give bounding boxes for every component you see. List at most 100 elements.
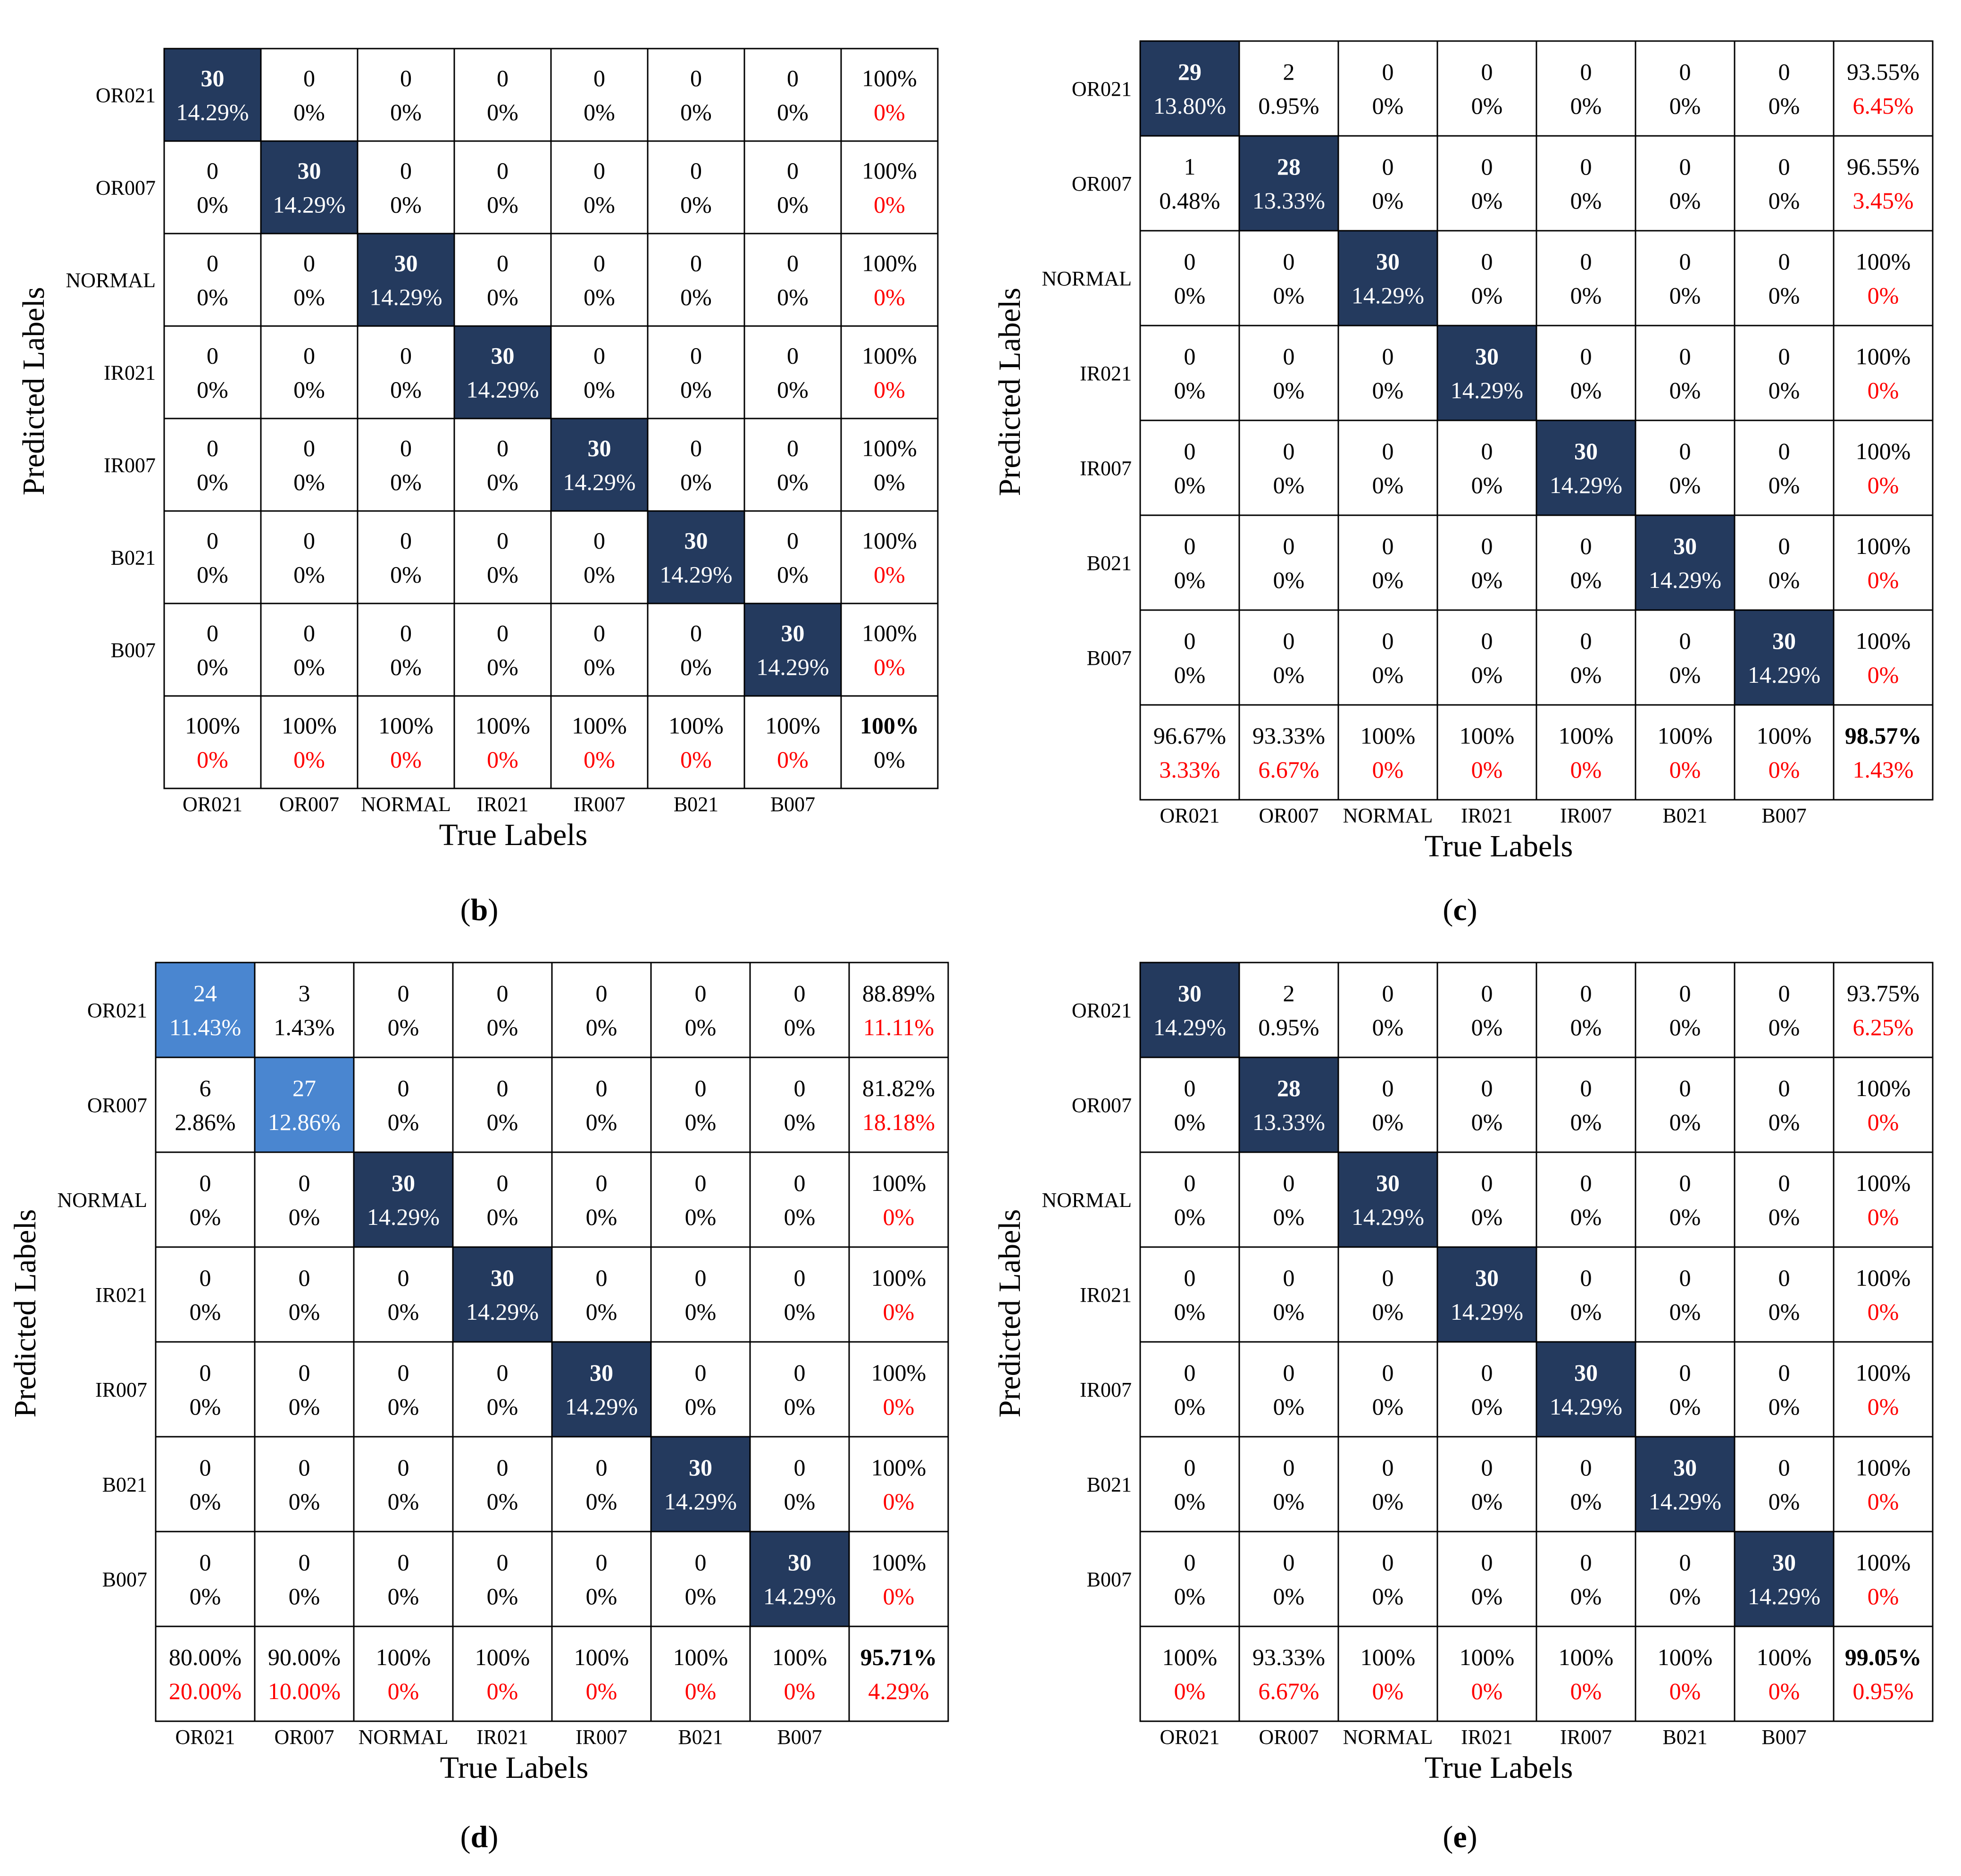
matrix-cell-r5-c1-percent: 0% bbox=[1273, 1488, 1305, 1515]
col-summary-cell-1-value: 93.33% bbox=[1252, 722, 1325, 749]
matrix-cell-r4-c4-value: 30 bbox=[1574, 1359, 1598, 1386]
matrix-cell-r1-c0-value: 1 bbox=[1184, 153, 1196, 180]
matrix-cell-r5-c6-percent: 0% bbox=[1769, 1488, 1800, 1515]
matrix-cell-r5-c5-bg bbox=[647, 510, 745, 604]
matrix-cell-r1-c6-value: 0 bbox=[787, 158, 799, 184]
matrix-cell-r1-c3-value: 0 bbox=[497, 1075, 509, 1101]
matrix-cell-r1-c4-bg bbox=[1535, 135, 1636, 232]
matrix-cell-r2-c1-percent: 0% bbox=[289, 1204, 320, 1230]
col-summary-cell-4-bg bbox=[550, 695, 649, 789]
matrix-cell-r4-c1-percent: 0% bbox=[293, 469, 325, 495]
col-summary-cell-6: 100% 0% bbox=[749, 1625, 850, 1722]
matrix-cell-r2-c2-percent: 14.29% bbox=[1352, 282, 1424, 309]
matrix-cell-r1-c5: 00% bbox=[650, 1056, 751, 1153]
panel-caption-letter: b bbox=[471, 893, 488, 927]
matrix-cell-r1-c5-percent: 0% bbox=[1669, 1109, 1701, 1135]
matrix-cell-r5-c0-value: 0 bbox=[207, 528, 218, 554]
matrix-cell-r0-c2: 00% bbox=[357, 48, 455, 142]
matrix-cell-r3-c1-percent: 0% bbox=[293, 377, 325, 403]
matrix-cell-r5-c2-value: 0 bbox=[1382, 1454, 1394, 1481]
col-summary-cell-4: 100% 0% bbox=[1535, 704, 1636, 801]
matrix-cell-r1-c3: 00% bbox=[452, 1056, 553, 1153]
col-summary-cell-0-value: 80.00% bbox=[169, 1644, 242, 1670]
matrix-cell-r4-c5-percent: 0% bbox=[1669, 1393, 1701, 1420]
matrix-cell-r1-c6: 00% bbox=[1734, 1056, 1835, 1153]
matrix-cell-r3-c3: 30 14.29% bbox=[1436, 1246, 1537, 1343]
col-summary-cell-2-value: 100% bbox=[376, 1644, 431, 1670]
matrix-cell-r5-c1-bg bbox=[1238, 514, 1339, 611]
matrix-cell-r3-c6-percent: 0% bbox=[1769, 377, 1800, 403]
matrix-cell-r0-c0-bg bbox=[1139, 962, 1240, 1058]
matrix-cell-r3-c0-value: 0 bbox=[1184, 343, 1196, 369]
matrix-cell-r1-c3-bg bbox=[1436, 135, 1537, 232]
matrix-cell-r6-c6-bg bbox=[1734, 1531, 1835, 1627]
matrix-cell-r1-c1-value: 28 bbox=[1277, 1075, 1301, 1101]
row-summary-cell-4: 100% 0% bbox=[1833, 1341, 1934, 1438]
matrix-cell-r2-c4-percent: 0% bbox=[584, 284, 615, 310]
matrix-cell-r5-c4-percent: 0% bbox=[586, 1488, 618, 1515]
matrix-cell-r4-c1-value: 0 bbox=[1283, 438, 1295, 464]
row-summary-cell-3-value: 100% bbox=[1856, 1265, 1911, 1291]
matrix-cell-r1-c6-percent: 0% bbox=[777, 192, 809, 218]
matrix-cell-r1-c1-bg bbox=[1238, 135, 1339, 232]
matrix-cell-r2-c4: 00% bbox=[1535, 1151, 1636, 1248]
matrix-cell-r6-c4-bg bbox=[551, 1531, 652, 1627]
col-summary-cell-6-bg bbox=[1734, 704, 1835, 801]
matrix-cell-r6-c5-percent: 0% bbox=[1669, 1583, 1701, 1609]
matrix-cell-r1-c3-percent: 0% bbox=[487, 192, 518, 218]
matrix-cell-r4-c1: 00% bbox=[1238, 1341, 1339, 1438]
matrix-cell-r0-c5-bg bbox=[650, 962, 751, 1058]
matrix-cell-r4-c6-bg bbox=[1734, 1341, 1835, 1438]
matrix-cell-r1-c5-bg bbox=[650, 1056, 751, 1153]
matrix-cell-r3-c5-percent: 0% bbox=[1669, 377, 1701, 403]
matrix-cell-r6-c6: 30 14.29% bbox=[1734, 1531, 1835, 1627]
matrix-cell-r6-c3-bg bbox=[452, 1531, 553, 1627]
matrix-cell-r2-c6-bg bbox=[1734, 230, 1835, 327]
matrix-cell-r3-c0-percent: 0% bbox=[190, 1298, 221, 1325]
matrix-cell-r1-c2-value: 0 bbox=[400, 158, 412, 184]
matrix-cell-r6-c6-value: 30 bbox=[1772, 628, 1796, 654]
matrix-cell-r3-c2: 00% bbox=[357, 325, 455, 419]
matrix-cell-r0-c1: 2 0.95% bbox=[1238, 40, 1339, 137]
matrix-cell-r2-c2-value: 30 bbox=[392, 1170, 415, 1196]
matrix-cell-r5-c2-value: 0 bbox=[1382, 533, 1394, 559]
matrix-cell-r1-c5: 00% bbox=[647, 140, 745, 234]
row-summary-cell-2-bg bbox=[848, 1151, 949, 1248]
matrix-cell-r4-c3-percent: 0% bbox=[1471, 472, 1503, 498]
col-summary-cell-3: 100% 0% bbox=[1436, 704, 1537, 801]
row-summary-cell-4: 100% 0% bbox=[1833, 419, 1934, 516]
row-summary-cell-2-percent: 0% bbox=[1868, 1204, 1899, 1230]
row-tick-label: OR007 bbox=[1072, 172, 1132, 195]
row-summary-cell-0-value: 93.55% bbox=[1847, 59, 1919, 85]
row-summary-cell-4-percent: 0% bbox=[874, 469, 905, 495]
matrix-cell-r4-c3-bg bbox=[1436, 419, 1537, 516]
row-tick-label: OR021 bbox=[1072, 77, 1132, 100]
matrix-cell-r0-c1: 2 0.95% bbox=[1238, 962, 1339, 1058]
col-tick-label: IR021 bbox=[476, 1725, 528, 1749]
matrix-cell-r2-c6-value: 0 bbox=[1778, 1170, 1790, 1196]
matrix-cell-r5-c1-bg bbox=[1238, 1436, 1339, 1533]
row-summary-cell-3-bg bbox=[840, 325, 939, 419]
matrix-cell-r5-c0-value: 0 bbox=[1184, 533, 1196, 559]
matrix-cell-r2-c0-bg bbox=[155, 1151, 256, 1248]
col-summary-cell-5-bg bbox=[647, 695, 745, 789]
matrix-cell-r1-c1-bg bbox=[1238, 1056, 1339, 1153]
matrix-cell-r6-c3: 00% bbox=[453, 603, 552, 697]
matrix-cell-r1-c5-value: 0 bbox=[695, 1075, 707, 1101]
matrix-cell-r2-c6-percent: 0% bbox=[784, 1204, 816, 1230]
matrix-cell-r1-c2: 00% bbox=[1337, 135, 1438, 232]
row-tick-label: OR021 bbox=[96, 84, 156, 107]
matrix-cell-r4-c2-percent: 0% bbox=[388, 1393, 419, 1420]
col-summary-cell-1-percent: 6.67% bbox=[1258, 1678, 1319, 1704]
matrix-cell-r4-c3-value: 0 bbox=[497, 1359, 509, 1386]
matrix-cell-r4-c3: 00% bbox=[452, 1341, 553, 1438]
row-summary-cell-0-value: 88.89% bbox=[862, 980, 935, 1006]
matrix-cell-r4-c0-percent: 0% bbox=[1174, 472, 1206, 498]
matrix-cell-r6-c4-bg bbox=[550, 603, 649, 697]
row-tick-label: B007 bbox=[102, 1568, 147, 1591]
row-summary-cell-6: 100% 0% bbox=[1833, 609, 1934, 706]
matrix-cell-r2-c2-percent: 14.29% bbox=[367, 1204, 440, 1230]
row-summary-cell-5-bg bbox=[1833, 514, 1934, 611]
row-tick-label: B021 bbox=[102, 1473, 147, 1496]
matrix-cell-r1-c1-percent: 12.86% bbox=[268, 1109, 341, 1135]
